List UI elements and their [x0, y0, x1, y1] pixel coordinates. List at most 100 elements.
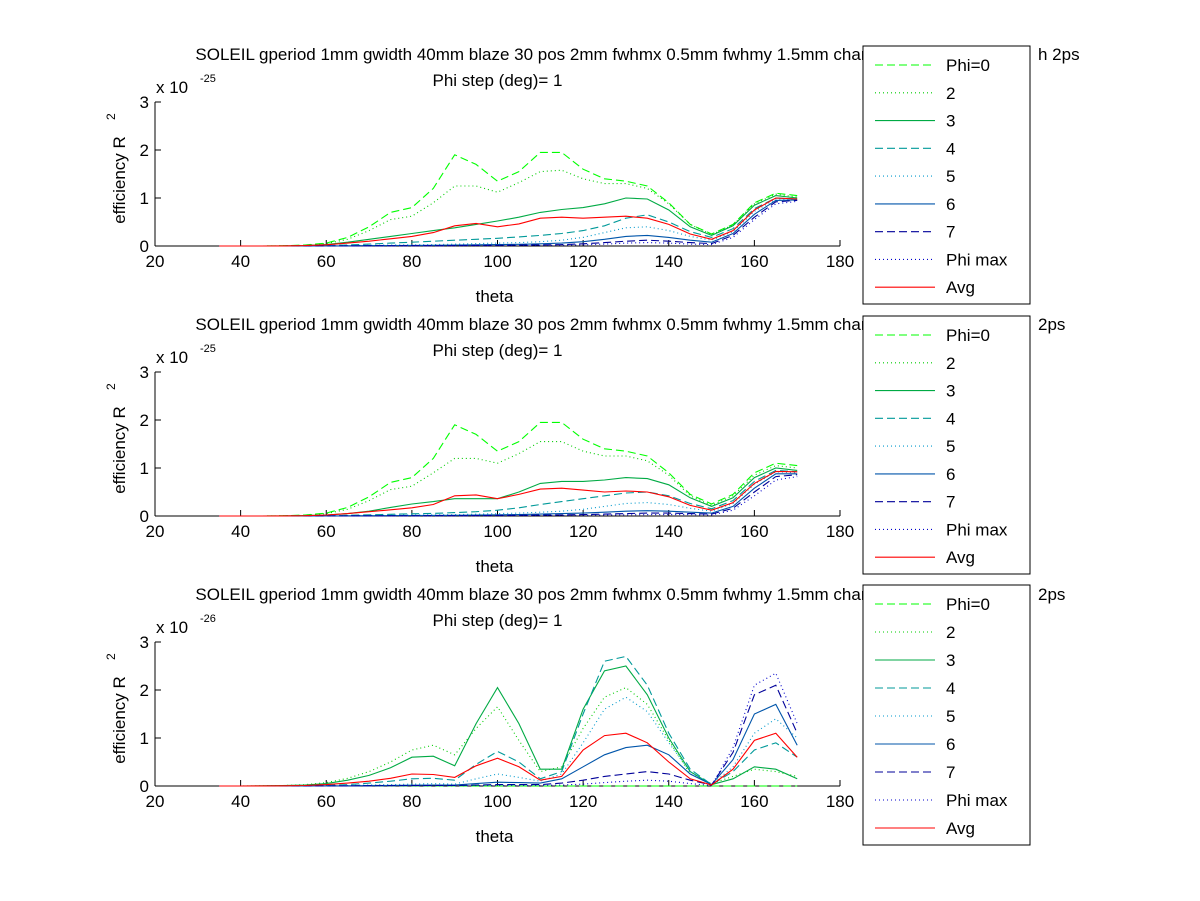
y-axis-label-power: 2	[104, 653, 118, 660]
y-axis-label: efficiency R	[110, 406, 129, 494]
chart-subtitle: Phi step (deg)= 1	[433, 71, 563, 90]
y-tick-label: 3	[140, 363, 149, 382]
legend-label: Avg	[946, 278, 975, 297]
x-tick-label: 160	[740, 252, 768, 271]
legend-label: 4	[946, 409, 955, 428]
legend-label: 5	[946, 167, 955, 186]
legend-label: 2	[946, 84, 955, 103]
x-tick-label: 20	[146, 792, 165, 811]
x-tick-label: 180	[826, 792, 854, 811]
x-tick-label: 40	[231, 252, 250, 271]
y-axis-label-group: efficiency R 2	[104, 383, 129, 494]
x-tick-label: 80	[402, 252, 421, 271]
legend-label: 5	[946, 707, 955, 726]
x-tick-label: 20	[146, 522, 165, 541]
y-axis-label-power: 2	[104, 383, 118, 390]
chart-title: SOLEIL gperiod 1mm gwidth 40mm blaze 30 …	[195, 585, 899, 604]
x-tick-label: 60	[317, 792, 336, 811]
legend-label: 7	[946, 223, 955, 242]
x-tick-label: 20	[146, 252, 165, 271]
series-line-8	[219, 476, 798, 517]
y-tick-label: 2	[140, 411, 149, 430]
legend-label: 6	[946, 465, 955, 484]
x-tick-label: 120	[569, 522, 597, 541]
y-tick-label: 0	[140, 507, 149, 526]
y-tick-label: 2	[140, 681, 149, 700]
y-exponent-label: x 10	[156, 348, 188, 367]
legend-label: Avg	[946, 819, 975, 838]
x-tick-label: 160	[740, 522, 768, 541]
series-line-9	[219, 732, 798, 787]
x-tick-label: 100	[483, 252, 511, 271]
legend: Phi=0 2 3 4 5 6 7 Phi max Avg	[862, 45, 1031, 305]
chart-panel-2: SOLEIL gperiod 1mm gwidth 40mm blaze 30 …	[104, 315, 1065, 576]
chart-subtitle: Phi step (deg)= 1	[433, 611, 563, 630]
x-axis-label: theta	[476, 287, 514, 306]
x-tick-label: 120	[569, 252, 597, 271]
legend-label: 4	[946, 679, 955, 698]
y-tick-label: 3	[140, 93, 149, 112]
y-tick-label: 2	[140, 141, 149, 160]
x-tick-label: 80	[402, 792, 421, 811]
chart-title-tail: 2ps	[1038, 585, 1065, 604]
x-tick-label: 140	[655, 522, 683, 541]
legend-label: 5	[946, 437, 955, 456]
x-tick-label: 180	[826, 252, 854, 271]
x-tick-label: 40	[231, 522, 250, 541]
y-axis-label-power: 2	[104, 113, 118, 120]
legend-label: 7	[946, 763, 955, 782]
x-tick-label: 160	[740, 792, 768, 811]
legend-label: 3	[946, 112, 955, 131]
y-exponent-power: -25	[200, 343, 216, 355]
series-line-8	[219, 672, 798, 787]
y-axis-label-group: efficiency R 2	[104, 113, 129, 224]
y-exponent-label: x 10	[156, 78, 188, 97]
legend: Phi=0 2 3 4 5 6 7 Phi max Avg	[862, 315, 1031, 575]
series-line-2	[219, 169, 798, 247]
y-tick-label: 1	[140, 729, 149, 748]
x-tick-label: 60	[317, 252, 336, 271]
series-line-2	[219, 441, 798, 517]
y-tick-label: 1	[140, 459, 149, 478]
x-tick-label: 100	[483, 792, 511, 811]
chart-panel-1: SOLEIL gperiod 1mm gwidth 40mm blaze 30 …	[104, 45, 1080, 306]
x-axis-label: theta	[476, 557, 514, 576]
y-axis-label: efficiency R	[110, 676, 129, 764]
legend-box	[862, 584, 1031, 846]
x-tick-label: 100	[483, 522, 511, 541]
legend-label: 2	[946, 623, 955, 642]
legend-label: 6	[946, 195, 955, 214]
x-tick-label: 80	[402, 522, 421, 541]
y-exponent-power: -26	[200, 613, 216, 625]
y-exponent-label: x 10	[156, 618, 188, 637]
legend-label: 4	[946, 139, 955, 158]
legend-box	[862, 315, 1031, 575]
legend-label: Phi max	[946, 520, 1008, 539]
chart-subtitle: Phi step (deg)= 1	[433, 341, 563, 360]
x-tick-label: 180	[826, 522, 854, 541]
chart-title: SOLEIL gperiod 1mm gwidth 40mm blaze 30 …	[195, 315, 899, 334]
x-tick-label: 40	[231, 792, 250, 811]
chart-title-tail: h 2ps	[1038, 45, 1080, 64]
legend-label: 6	[946, 735, 955, 754]
legend-label: Phi=0	[946, 56, 990, 75]
series-line-2	[219, 686, 798, 787]
legend-label: 2	[946, 354, 955, 373]
x-tick-label: 60	[317, 522, 336, 541]
x-tick-label: 120	[569, 792, 597, 811]
x-axis-label: theta	[476, 827, 514, 846]
y-tick-label: 3	[140, 633, 149, 652]
y-axis-label-group: efficiency R 2	[104, 653, 129, 764]
series-line-9	[219, 197, 798, 247]
series-line-8	[219, 200, 798, 247]
legend-label: Phi=0	[946, 326, 990, 345]
legend: Phi=0 2 3 4 5 6 7 Phi max Avg	[862, 584, 1031, 846]
legend-label: Phi max	[946, 791, 1008, 810]
legend-label: 3	[946, 382, 955, 401]
legend-label: Phi max	[946, 250, 1008, 269]
x-tick-label: 140	[655, 792, 683, 811]
chart-panel-3: SOLEIL gperiod 1mm gwidth 40mm blaze 30 …	[104, 584, 1065, 846]
chart-title-tail: 2ps	[1038, 315, 1065, 334]
y-exponent-power: -25	[200, 73, 216, 85]
